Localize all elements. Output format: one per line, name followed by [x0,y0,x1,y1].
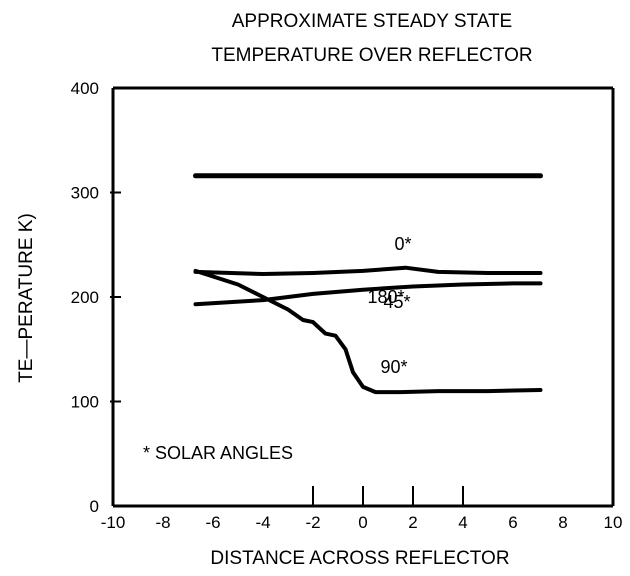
annotation-0: 0* [394,234,411,254]
y-axis-label: TE—PERATURE K) [16,213,37,383]
y-tick-label: 0 [90,497,99,516]
series-line-1 [193,265,543,276]
x-tick-label: -10 [101,513,126,532]
annotation-90: 90* [380,357,407,377]
chart-title-line-2: TEMPERATURE OVER REFLECTOR [211,45,532,66]
x-tick-label: 6 [508,513,517,532]
y-axis-ticks: 0 100 200 300 400 [71,79,121,516]
x-tick-label: -4 [255,513,270,532]
x-tick-label: 8 [558,513,567,532]
y-tick-label: 200 [71,288,99,307]
y-tick-label: 300 [71,184,99,203]
x-tick-label: 2 [408,513,417,532]
chart-title-line-1: APPROXIMATE STEADY STATE [232,11,512,32]
annotation-180: 180* [367,287,404,307]
series-lines [193,173,543,395]
x-tick-label: 4 [458,513,467,532]
x-tick-label: -8 [155,513,170,532]
x-axis-label: DISTANCE ACROSS REFLECTOR [210,548,509,569]
solar-angles-note: * SOLAR ANGLES [143,443,293,463]
x-tick-label: -6 [205,513,220,532]
y-tick-label: 100 [71,393,99,412]
y-tick-label: 400 [71,79,99,98]
x-tick-label: 0 [358,513,367,532]
annotation-45: 45* [383,292,410,312]
x-tick-label: -2 [305,513,320,532]
x-tick-label: 10 [604,513,623,532]
x-axis-ticks: -10 -8 -6 -4 -2 0 2 4 6 8 10 [101,486,623,532]
series-line-3 [193,268,543,395]
